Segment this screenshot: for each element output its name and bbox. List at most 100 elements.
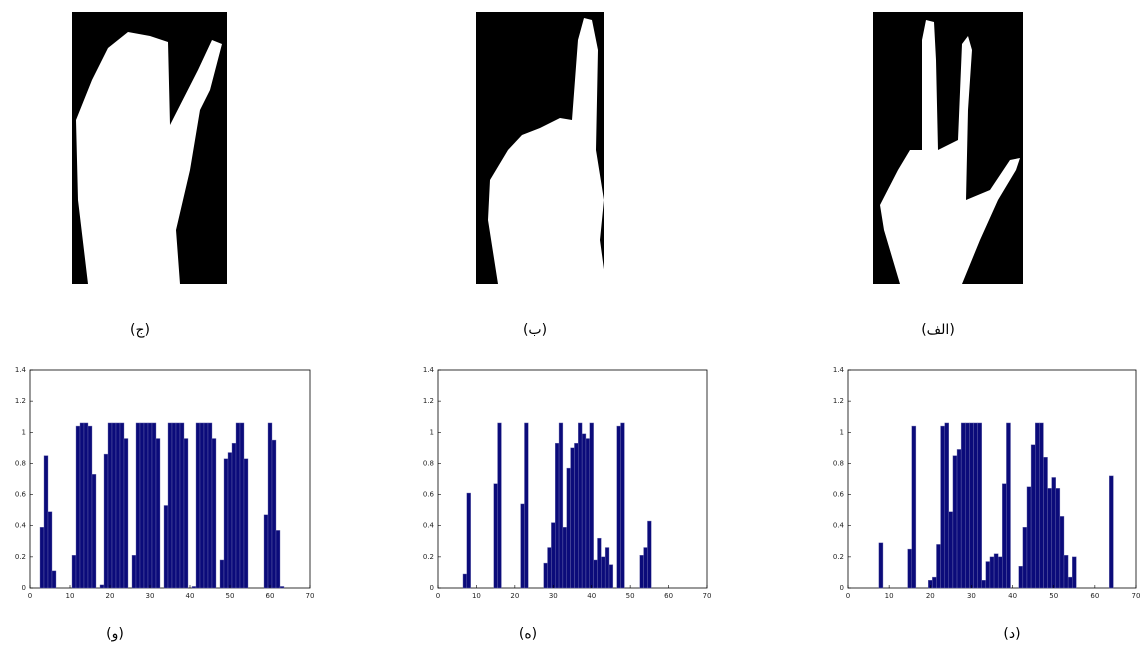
bar — [1059, 516, 1065, 589]
bar — [103, 453, 109, 589]
bar — [1043, 457, 1048, 589]
bar — [179, 422, 185, 589]
bar — [936, 544, 941, 589]
bar — [175, 422, 181, 589]
hand-image — [873, 12, 1023, 284]
y-tick-label: 1 — [22, 428, 26, 436]
bar — [271, 439, 277, 589]
bar — [279, 586, 285, 589]
bar — [1067, 576, 1073, 589]
bar — [581, 433, 587, 589]
bar — [639, 555, 644, 589]
bar — [969, 422, 974, 589]
x-tick-label: 10 — [66, 592, 75, 600]
y-tick-label: 0 — [430, 584, 434, 592]
x-tick-label: 20 — [510, 592, 519, 600]
bar — [944, 422, 950, 589]
bar — [570, 447, 575, 589]
bar — [1022, 527, 1028, 589]
bar — [263, 514, 269, 589]
x-tick-label: 10 — [885, 592, 894, 600]
bar — [597, 537, 602, 589]
bar — [183, 438, 189, 589]
bar — [1039, 422, 1044, 589]
bar — [997, 556, 1003, 589]
plot-area — [847, 369, 1137, 589]
bar — [191, 586, 197, 589]
bar — [219, 559, 225, 589]
hand-image — [72, 12, 227, 284]
bar — [585, 438, 590, 589]
x-tick-label: 50 — [1049, 592, 1058, 600]
bar — [1018, 566, 1024, 589]
y-tick-label: 1.2 — [423, 397, 434, 405]
bar — [911, 425, 917, 589]
x-tick-label: 70 — [703, 592, 712, 600]
bar — [163, 505, 169, 589]
bar — [135, 422, 141, 589]
bar — [493, 483, 498, 589]
bar — [647, 520, 652, 589]
hand-image — [476, 12, 606, 284]
x-tick-label: 60 — [664, 592, 673, 600]
bar — [123, 438, 129, 589]
bar — [562, 527, 567, 589]
y-tick-label: 0.8 — [833, 459, 844, 467]
y-tick-label: 0.4 — [15, 522, 27, 530]
chart: 0 0.2 0.4 0.6 0.8 1 1.2 1.4 0 10 20 30 40 50 60 70 (د) — [833, 366, 1141, 642]
bar — [593, 559, 598, 589]
x-tick-label: 0 — [846, 592, 850, 600]
bar — [558, 422, 564, 589]
image-caption: (الف) — [921, 322, 955, 338]
bar — [1051, 477, 1056, 589]
x-tick-label: 40 — [1008, 592, 1017, 600]
bar — [87, 425, 93, 589]
bar — [223, 458, 229, 589]
bar — [1055, 488, 1061, 589]
bar — [940, 425, 945, 589]
bar — [111, 422, 117, 589]
bar — [989, 556, 995, 589]
bar — [199, 422, 205, 589]
bar — [907, 548, 912, 589]
bar — [574, 442, 579, 589]
bar — [171, 422, 177, 589]
bar — [139, 422, 145, 589]
bar — [948, 511, 954, 589]
y-tick-label: 1.2 — [15, 397, 26, 405]
bar — [203, 422, 209, 589]
bar — [1034, 422, 1040, 589]
bar — [91, 474, 97, 589]
bar — [75, 425, 81, 589]
chart: 0 0.2 0.4 0.6 0.8 1 1.2 1.4 0 10 20 30 40 50 60 70 (و) — [15, 366, 315, 642]
x-tick-label: 10 — [472, 592, 481, 600]
bar — [466, 492, 471, 589]
bar — [643, 547, 648, 589]
bar — [51, 570, 57, 589]
bar — [167, 422, 173, 589]
bar — [195, 422, 201, 589]
bar — [497, 422, 502, 589]
y-tick-label: 1.4 — [423, 366, 435, 374]
bar — [235, 422, 241, 589]
bar — [143, 422, 149, 589]
bar — [993, 553, 999, 589]
y-tick-label: 1 — [430, 428, 434, 436]
bar — [878, 542, 884, 589]
x-tick-label: 50 — [226, 592, 235, 600]
bar — [71, 555, 77, 589]
bar — [115, 422, 121, 589]
bar — [977, 422, 982, 589]
bar — [965, 422, 970, 589]
bar — [616, 425, 621, 589]
bar — [981, 580, 987, 589]
bar — [543, 562, 548, 589]
y-tick-label: 1.4 — [833, 366, 845, 374]
bar — [604, 547, 610, 589]
image-caption: (ب) — [523, 322, 547, 338]
bar — [520, 503, 525, 589]
bar — [566, 467, 571, 589]
bar — [151, 422, 157, 589]
